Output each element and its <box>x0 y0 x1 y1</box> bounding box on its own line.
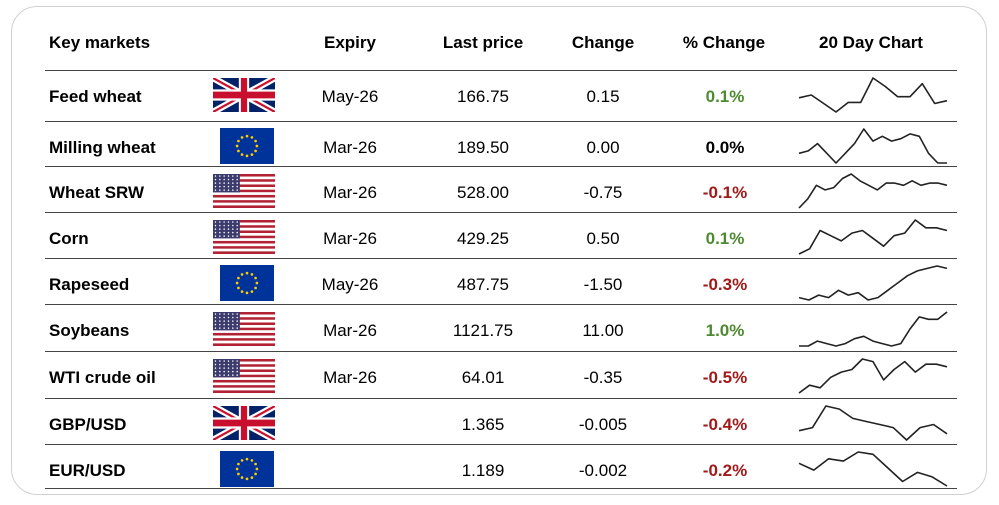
row-divider <box>45 166 957 167</box>
last-price-cell: 189.50 <box>457 138 509 157</box>
change-cell: 11.00 <box>582 321 624 340</box>
change-cell: -0.75 <box>583 183 623 202</box>
change-cell: 0.15 <box>586 87 620 106</box>
pct-change-cell: -0.1% <box>702 183 748 202</box>
last-price-cell: 1.365 <box>461 415 505 434</box>
header-20-day-chart: 20 Day Chart <box>819 33 923 52</box>
expiry-cell: Mar-26 <box>323 321 377 340</box>
us-flag-icon <box>213 174 275 213</box>
sparkline-line <box>798 265 948 301</box>
trend-sparkline <box>798 219 948 255</box>
uk-flag-icon <box>213 406 275 445</box>
pct-change-cell: 0.0% <box>705 138 745 157</box>
header-market: Key markets <box>49 33 151 52</box>
table-row: WTI crude oil Mar-26 64.01 -0.35 -0.5% <box>45 353 957 399</box>
sparkline-line <box>799 311 948 347</box>
change-cell: -0.002 <box>578 461 628 480</box>
last-price-cell: 1121.75 <box>452 321 514 340</box>
market-name: EUR/USD <box>49 461 126 480</box>
sparkline-line <box>798 77 948 113</box>
sparkline-line <box>798 451 948 487</box>
table-row: Soybeans Mar-26 1121.75 11.00 1.0% <box>45 306 957 352</box>
pct-change-cell: 0.1% <box>705 229 745 248</box>
us-flag-icon <box>213 359 275 398</box>
last-price-cell: 64.01 <box>461 368 505 387</box>
expiry-cell: May-26 <box>321 275 379 294</box>
pct-change-cell: 1.0% <box>705 321 745 340</box>
sparkline-line <box>798 219 948 255</box>
eu-flag-icon <box>220 128 274 169</box>
change-cell: -0.005 <box>578 415 628 434</box>
table-row: Corn Mar-26 429.25 0.50 0.1% <box>45 214 957 260</box>
uk-flag-icon <box>213 78 275 117</box>
change-cell: -1.50 <box>583 275 623 294</box>
row-divider <box>45 258 957 259</box>
us-flag-icon <box>213 312 275 351</box>
expiry-cell: May-26 <box>321 87 379 106</box>
eu-flag-icon <box>220 451 274 492</box>
trend-sparkline <box>798 358 948 394</box>
expiry-cell: Mar-26 <box>323 138 377 157</box>
trend-sparkline <box>798 173 948 209</box>
table-row: Rapeseed May-26 487.75 -1.50 -0.3% <box>45 260 957 306</box>
table-row: Feed wheat May-26 166.75 0.15 0.1% <box>45 72 957 118</box>
row-divider <box>45 398 957 399</box>
change-cell: 0.00 <box>586 138 620 157</box>
market-name: Milling wheat <box>49 138 156 157</box>
sparkline-line <box>798 405 948 441</box>
market-name: GBP/USD <box>49 415 127 434</box>
market-name: Corn <box>49 229 89 248</box>
header-last-price: Last price <box>442 33 524 52</box>
market-name: Wheat SRW <box>49 183 145 202</box>
pct-change-cell: -0.3% <box>702 275 748 294</box>
row-divider <box>45 488 957 489</box>
table-row: Wheat SRW Mar-26 528.00 -0.75 -0.1% <box>45 168 957 214</box>
sparkline-line <box>798 128 947 164</box>
last-price-cell: 429.25 <box>457 229 509 248</box>
market-name: Feed wheat <box>49 87 142 106</box>
row-divider <box>45 70 957 71</box>
pct-change-cell: -0.2% <box>702 461 748 480</box>
trend-sparkline <box>798 265 948 301</box>
expiry-cell: Mar-26 <box>323 229 377 248</box>
expiry-cell: Mar-26 <box>323 183 377 202</box>
sparkline-line <box>798 173 948 209</box>
market-name: Rapeseed <box>49 275 130 294</box>
header-change: Change <box>571 33 635 52</box>
row-divider <box>45 304 957 305</box>
expiry-cell: Mar-26 <box>323 368 377 387</box>
last-price-cell: 487.75 <box>457 275 509 294</box>
last-price-cell: 1.189 <box>461 461 505 480</box>
table-row: Milling wheat Mar-26 189.50 0.00 0.0% <box>45 123 957 169</box>
row-divider <box>45 212 957 213</box>
key-markets-card <box>11 6 987 495</box>
header-pct-change: % Change <box>682 33 766 52</box>
last-price-cell: 528.00 <box>457 183 509 202</box>
eu-flag-icon <box>220 265 274 306</box>
market-name: WTI crude oil <box>49 368 156 387</box>
trend-sparkline <box>798 77 948 113</box>
trend-sparkline <box>798 128 947 164</box>
trend-sparkline <box>798 405 948 441</box>
row-divider <box>45 121 957 122</box>
row-divider <box>45 444 957 445</box>
pct-change-cell: -0.5% <box>702 368 748 387</box>
table-row: EUR/USD 1.189 -0.002 -0.2% <box>45 446 957 492</box>
pct-change-cell: 0.1% <box>705 87 745 106</box>
last-price-cell: 166.75 <box>457 87 509 106</box>
trend-sparkline <box>798 451 948 487</box>
trend-sparkline <box>799 311 948 347</box>
us-flag-icon <box>213 220 275 259</box>
market-name: Soybeans <box>49 321 130 340</box>
row-divider <box>45 351 957 352</box>
change-cell: -0.35 <box>583 368 623 387</box>
header-expiry: Expiry <box>324 33 376 52</box>
change-cell: 0.50 <box>586 229 620 248</box>
table-row: GBP/USD 1.365 -0.005 -0.4% <box>45 400 957 446</box>
sparkline-line <box>798 358 948 394</box>
pct-change-cell: -0.4% <box>702 415 748 434</box>
